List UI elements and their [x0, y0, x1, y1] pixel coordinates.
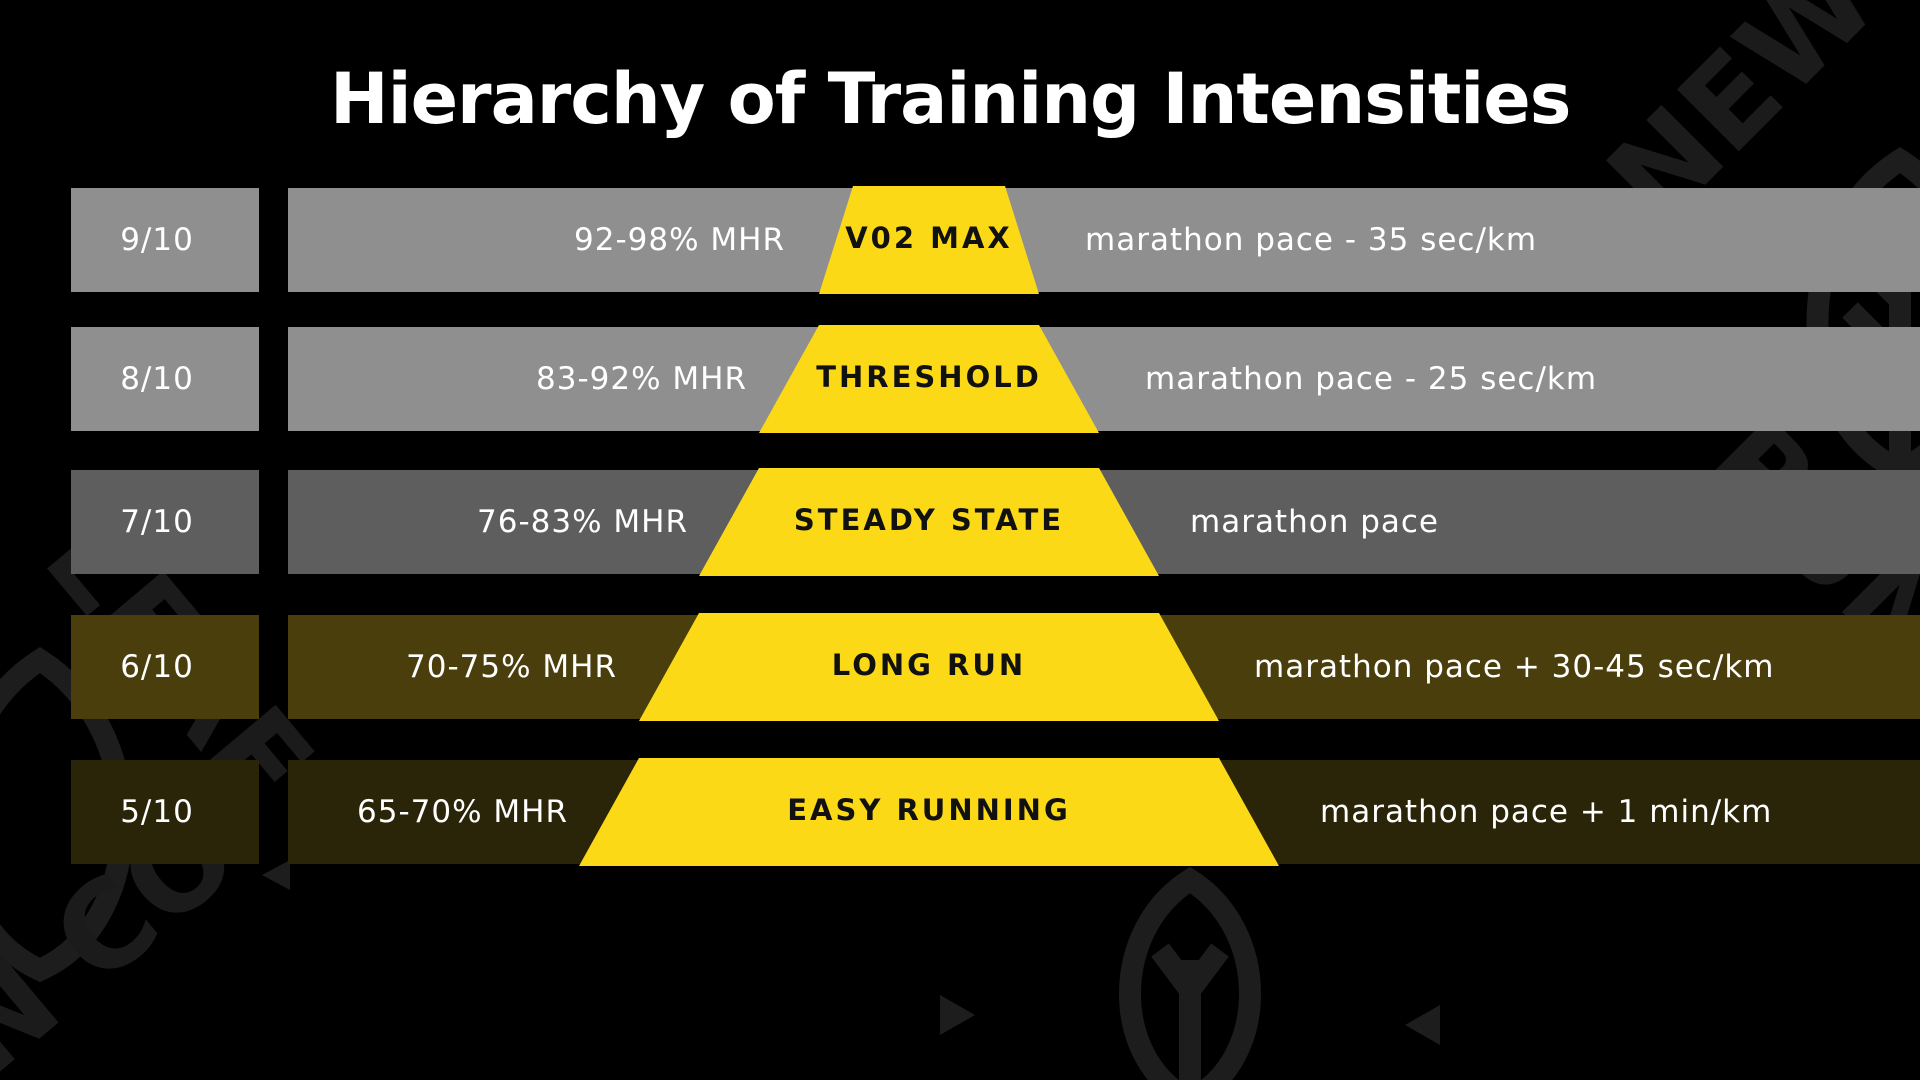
heart-rate-label: 76-83% MHR [477, 504, 688, 540]
pyramid-slice-shape [759, 325, 1099, 433]
zone-label: V02 MAX [845, 221, 1013, 255]
pyramid-slice-shape [819, 186, 1039, 294]
pyramid-slice: V02 MAX [819, 186, 1039, 294]
rating-cell: 8/10 [71, 327, 259, 431]
rating-label: 5/10 [120, 794, 194, 830]
rating-cell: 9/10 [71, 188, 259, 292]
pace-label: marathon pace + 1 min/km [1320, 794, 1773, 830]
rating-label: 7/10 [120, 504, 194, 540]
rating-label: 9/10 [120, 222, 194, 258]
pace-label: marathon pace + 30-45 sec/km [1254, 649, 1775, 685]
pyramid-slice: EASY RUNNING [579, 758, 1279, 866]
rating-label: 8/10 [120, 361, 194, 397]
heart-rate-label: 83-92% MHR [536, 361, 747, 397]
pyramid-slice-shape [639, 613, 1219, 721]
pace-label: marathon pace - 25 sec/km [1145, 361, 1598, 397]
rating-cell: 7/10 [71, 470, 259, 574]
pyramid-slice: STEADY STATE [699, 468, 1159, 576]
leaf-logo-icon [0, 646, 134, 983]
pyramid-slice-shape [579, 758, 1279, 866]
rating-label: 6/10 [120, 649, 194, 685]
heart-rate-label: 92-98% MHR [574, 222, 785, 258]
heart-rate-label: 65-70% MHR [357, 794, 568, 830]
pyramid-slice: LONG RUN [639, 613, 1219, 721]
page-title: Hierarchy of Training Intensities [330, 58, 1571, 140]
zone-label: EASY RUNNING [787, 793, 1071, 827]
pace-label: marathon pace [1190, 504, 1439, 540]
pace-label: marathon pace - 35 sec/km [1085, 222, 1538, 258]
intensity-band [288, 327, 1920, 431]
zone-label: THRESHOLD [816, 360, 1042, 394]
heart-rate-label: 70-75% MHR [406, 649, 617, 685]
pyramid-slice: THRESHOLD [759, 325, 1099, 433]
pyramid-slice-shape [699, 468, 1159, 576]
zone-label: STEADY STATE [793, 503, 1065, 537]
rating-cell: 6/10 [71, 615, 259, 719]
zone-label: LONG RUN [831, 648, 1027, 682]
intensity-band [288, 188, 1920, 292]
rating-cell: 5/10 [71, 760, 259, 864]
leaf-logo-icon [1119, 867, 1261, 1080]
